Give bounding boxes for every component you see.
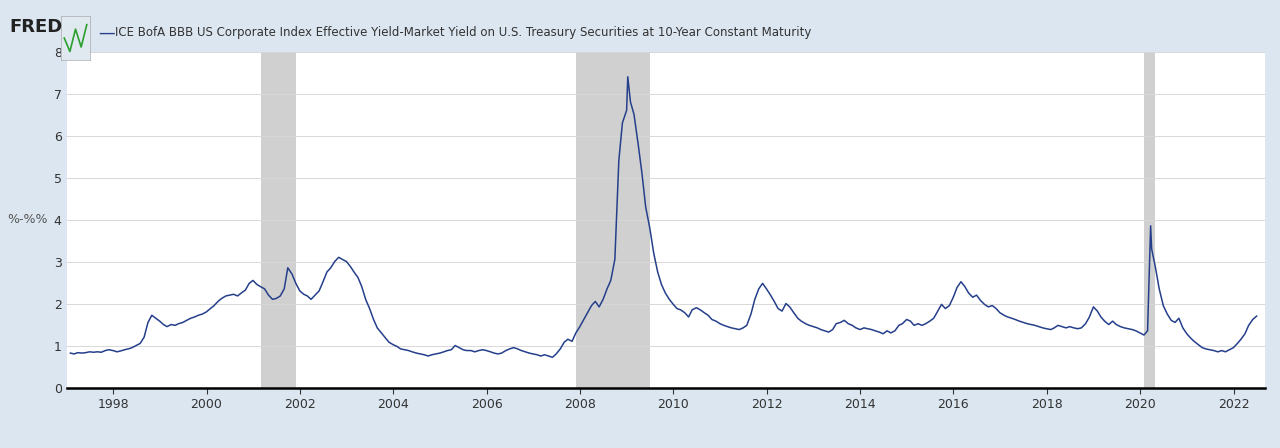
Text: FRED: FRED [9,18,63,36]
Y-axis label: %-%%: %-%% [8,213,49,226]
Bar [1144,52,1156,388]
Text: —: — [99,24,115,42]
Bar [576,52,650,388]
Bar [261,52,296,388]
Text: ICE BofA BBB US Corporate Index Effective Yield-Market Yield on U.S. Treasury Se: ICE BofA BBB US Corporate Index Effectiv… [115,26,812,39]
